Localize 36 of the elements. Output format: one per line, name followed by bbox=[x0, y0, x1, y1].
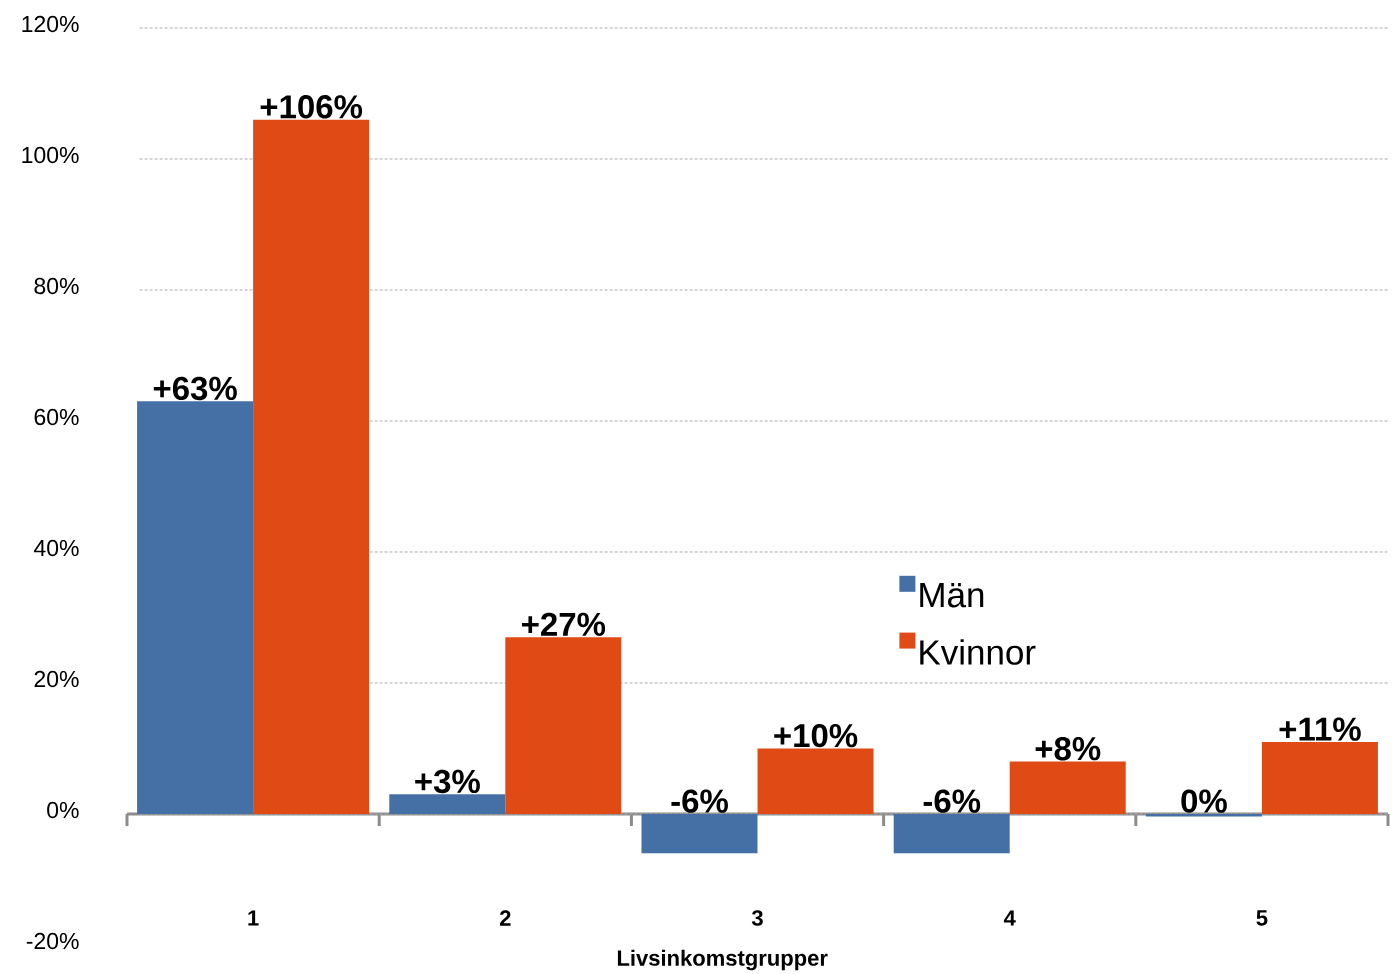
data-label: +106% bbox=[260, 95, 363, 119]
bar bbox=[893, 814, 1010, 854]
data-label: -6% bbox=[923, 789, 981, 813]
bar bbox=[505, 637, 622, 814]
x-tick-label: 4 bbox=[1003, 910, 1016, 926]
data-label: +11% bbox=[1279, 717, 1361, 741]
y-tick-label: 120% bbox=[22, 15, 79, 33]
bar bbox=[253, 119, 370, 814]
data-label: +8% bbox=[1035, 737, 1101, 761]
x-axis-title: Livsinkomstgrupper bbox=[617, 949, 828, 971]
y-tick-label: 0% bbox=[47, 801, 79, 819]
bar bbox=[389, 794, 506, 814]
bar bbox=[1145, 814, 1262, 817]
bar bbox=[1261, 741, 1378, 814]
y-tick-label: 100% bbox=[22, 146, 79, 164]
data-label: +63% bbox=[153, 376, 237, 401]
data-label: -6% bbox=[671, 789, 728, 813]
x-tick-label: 1 bbox=[248, 910, 259, 926]
y-tick-label: 40% bbox=[33, 539, 79, 557]
y-tick-label: 60% bbox=[34, 408, 79, 426]
data-label: 0% bbox=[1181, 789, 1227, 813]
data-label: +3% bbox=[415, 769, 480, 794]
data-label: +10% bbox=[774, 723, 858, 748]
x-tick-label: 3 bbox=[751, 910, 763, 926]
data-label: +27% bbox=[522, 612, 606, 636]
bar bbox=[1009, 761, 1126, 814]
x-tick-label: 5 bbox=[1256, 910, 1268, 926]
bar bbox=[757, 748, 874, 814]
legend-label: Kvinnor bbox=[920, 639, 1036, 665]
bar bbox=[641, 814, 758, 854]
y-tick-label: -20% bbox=[26, 932, 79, 950]
y-tick-label: 80% bbox=[34, 277, 79, 295]
x-tick-label: 2 bbox=[499, 910, 511, 926]
y-tick-label: 20% bbox=[34, 670, 79, 688]
bar bbox=[137, 401, 254, 814]
legend-label: Män bbox=[920, 583, 984, 608]
